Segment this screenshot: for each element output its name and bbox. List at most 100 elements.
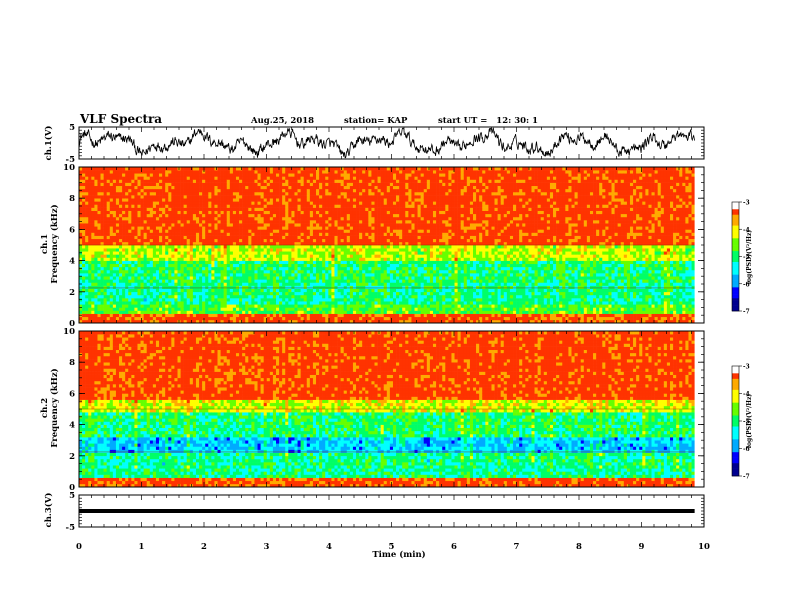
ch1-spectrogram-cell (229, 238, 234, 243)
ch1-spectrogram-cell (94, 294, 98, 299)
ch1-spectrogram-cell (368, 241, 372, 246)
ch1-spectrogram-cell (122, 179, 126, 183)
ch1-spectrogram-cell (177, 229, 181, 233)
ch1-spectrogram-cell (119, 229, 123, 233)
ch1-spectrogram-cell (285, 213, 289, 218)
ch1-spectrogram-cell (294, 210, 298, 215)
ch1-spectrogram-cell (149, 313, 154, 318)
ch1-spectrogram-cell (85, 319, 89, 324)
ch1-spectrogram-cell (119, 257, 123, 261)
ch1-spectrogram-cell (91, 310, 95, 314)
ch1-spectrogram-cell (309, 220, 314, 224)
ch1-spectrogram-cell (239, 310, 243, 314)
ch1-spectrogram-cell (226, 307, 231, 311)
ch1-spectrogram-cell (177, 195, 181, 199)
ch1-spectrogram-cell (279, 235, 283, 240)
ch1-spectrogram-cell (316, 173, 320, 177)
ch1-spectrogram-cell (109, 198, 114, 202)
ch1-spectrogram-cell (122, 207, 126, 211)
ch1-spectrogram-cell (362, 276, 366, 280)
ch1-spectrogram-cell (192, 276, 197, 280)
ch1-spectrogram-cell (266, 263, 271, 268)
ch1-spectrogram-cell (143, 269, 148, 274)
ch1-spectrogram-cell (186, 282, 191, 286)
ch1-spectrogram-cell (349, 273, 354, 277)
ch1-spectrogram-cell (359, 223, 363, 227)
ch1-spectrogram-cell (312, 232, 317, 236)
ch1-spectrogram-cell (322, 282, 326, 286)
ch1-spectrogram-cell (229, 298, 234, 302)
ch1-spectrogram-cell (100, 198, 104, 202)
ch1-spectrogram-cell (288, 266, 292, 271)
ch1-spectrogram-cell (235, 204, 240, 208)
ch1-spectrogram-cell (346, 223, 351, 227)
ch1-spectrogram-cell (82, 245, 86, 249)
ch1-spectrogram-cell (300, 307, 305, 311)
ch1-spectrogram-cell (217, 182, 221, 187)
ch1-spectrogram-cell (217, 304, 221, 308)
ch1-spectrogram-cell (359, 257, 363, 261)
ch1-spectrogram-cell (242, 173, 246, 177)
ch1-spectrogram-cell (97, 251, 101, 255)
ch1-spectrogram-cell (214, 182, 218, 187)
ch1-spectrogram-cell (109, 195, 114, 199)
ch1-spectrogram-cell (140, 173, 144, 177)
ch1-spectrogram-cell (97, 191, 101, 196)
ch1-spectrogram-cell (79, 260, 83, 265)
ch1-spectrogram-cell (346, 291, 351, 296)
ch1-spectrogram-cell (251, 179, 255, 183)
ch1-spectrogram-cell (319, 241, 323, 246)
ch1-spectrogram-cell (226, 248, 231, 252)
ch1-spectrogram-cell (272, 220, 277, 224)
ch1-spectrogram-cell (346, 251, 351, 255)
ch1-spectrogram-cell (359, 176, 363, 180)
ch1-spectrogram-cell (319, 185, 323, 190)
ch1-spectrogram-cell (322, 229, 326, 233)
ch1-spectrogram-cell (125, 238, 129, 243)
ch1-spectrogram-cell (282, 170, 286, 174)
ch1-spectrogram-cell (112, 307, 117, 311)
ch1-spectrogram-cell (162, 263, 166, 268)
ch1-spectrogram-cell (282, 294, 286, 299)
ch1-spectrogram-cell (189, 276, 194, 280)
ch1-spectrogram-cell (352, 229, 357, 233)
ch1-spectrogram-cell (159, 260, 163, 265)
ch1-spectrogram-cell (174, 273, 178, 277)
ch1-spectrogram-cell (140, 245, 144, 249)
ch1-spectrogram-cell (217, 173, 221, 177)
ch1-spectrogram-cell (371, 204, 375, 208)
ch1-spectrogram-cell (226, 198, 231, 202)
ch1-spectrogram-cell (242, 207, 246, 211)
ch1-spectrogram-cell (177, 307, 181, 311)
ch1-spectrogram-cell (257, 232, 261, 236)
ch1-spectrogram-cell (137, 294, 141, 299)
ch1-spectrogram-cell (180, 304, 184, 308)
ch1-spectrogram-cell (359, 313, 363, 318)
ch1-spectrogram-cell (202, 195, 206, 199)
ch1-spectrogram-cell (232, 304, 237, 308)
ch1-spectrogram-cell (239, 220, 243, 224)
ch1-spectrogram-cell (300, 257, 305, 261)
ch1-spectrogram-cell (149, 279, 154, 283)
ch1-spectrogram-cell (119, 248, 123, 252)
ch1-spectrogram-cell (125, 213, 129, 218)
ch1-spectrogram-cell (85, 251, 89, 255)
ch1-spectrogram-cell (306, 263, 311, 268)
ch1-spectrogram-cell (276, 198, 280, 202)
ch1-spectrogram-cell (263, 251, 268, 255)
ch1-spectrogram-cell (208, 170, 212, 174)
ch1-spectrogram-cell (359, 198, 363, 202)
ch1-spectrogram-cell (192, 229, 197, 233)
ch1-spectrogram-cell (131, 294, 135, 299)
ch1-spectrogram-cell (149, 204, 154, 208)
ch1-spectrogram-cell (279, 319, 283, 324)
ch1-spectrogram-cell (131, 241, 135, 246)
ch1-spectrogram-cell (266, 238, 271, 243)
ch1-spectrogram-cell (97, 245, 101, 249)
ch1-spectrogram-cell (242, 210, 246, 215)
ch1-spectrogram-cell (140, 254, 144, 258)
ch1-spectrogram-cell (371, 257, 375, 261)
ch1-spectrogram-cell (242, 254, 246, 258)
ch1-spectrogram-cell (195, 316, 200, 321)
ch1-spectrogram-cell (297, 282, 301, 286)
